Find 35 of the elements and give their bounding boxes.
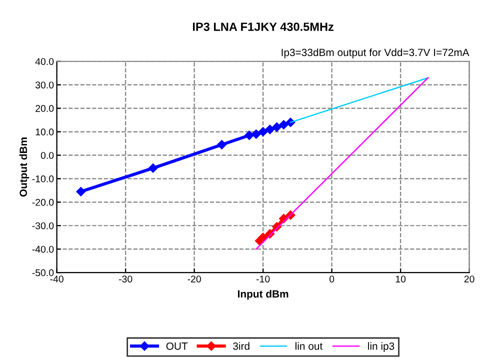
- y-tick-label: -50.0: [32, 269, 54, 276]
- y-tick-label: 40.0: [35, 58, 54, 65]
- point: [258, 232, 268, 242]
- x-tick-label: -40: [50, 276, 64, 282]
- y-tick-label: -40.0: [32, 246, 54, 253]
- point: [76, 186, 86, 196]
- y-tick-label: 0.0: [40, 152, 54, 159]
- y-tick-label: 30.0: [35, 82, 54, 88]
- point: [244, 130, 254, 140]
- y-tick-label: 10.0: [36, 128, 54, 136]
- y-tick-label: -30.0: [32, 222, 54, 230]
- chart-title: IP3 LNA F1JKY 430.5MHz: [192, 22, 334, 31]
- x-tick-label: -10: [256, 276, 270, 282]
- point: [217, 140, 226, 150]
- legend-label: lin out: [296, 342, 323, 350]
- y-tick-label: -10.0: [32, 175, 54, 182]
- point: [272, 122, 282, 132]
- legend-label: 3ird: [233, 342, 250, 350]
- y-tick-label: -20.0: [32, 198, 54, 206]
- x-axis-title: Input dBm: [238, 290, 288, 300]
- x-tick-label: 10: [396, 276, 406, 282]
- x-tick-label: 20: [464, 276, 474, 282]
- point: [148, 164, 158, 173]
- x-tick-label: -20: [188, 276, 201, 282]
- x-tick-label: 0: [329, 276, 334, 282]
- y-axis-title: Output dBm: [19, 138, 30, 197]
- point: [279, 120, 288, 130]
- point: [258, 127, 268, 136]
- point: [265, 124, 275, 134]
- legend-label: OUT: [166, 342, 188, 350]
- legend-label: lin ip3: [368, 342, 394, 352]
- point: [252, 129, 261, 139]
- x-tick-label: -30: [118, 276, 132, 282]
- text: Ip3=33dBm output for Vdd=3.7V I=72mA: [282, 48, 470, 58]
- y-tick-label: 20.0: [36, 105, 54, 112]
